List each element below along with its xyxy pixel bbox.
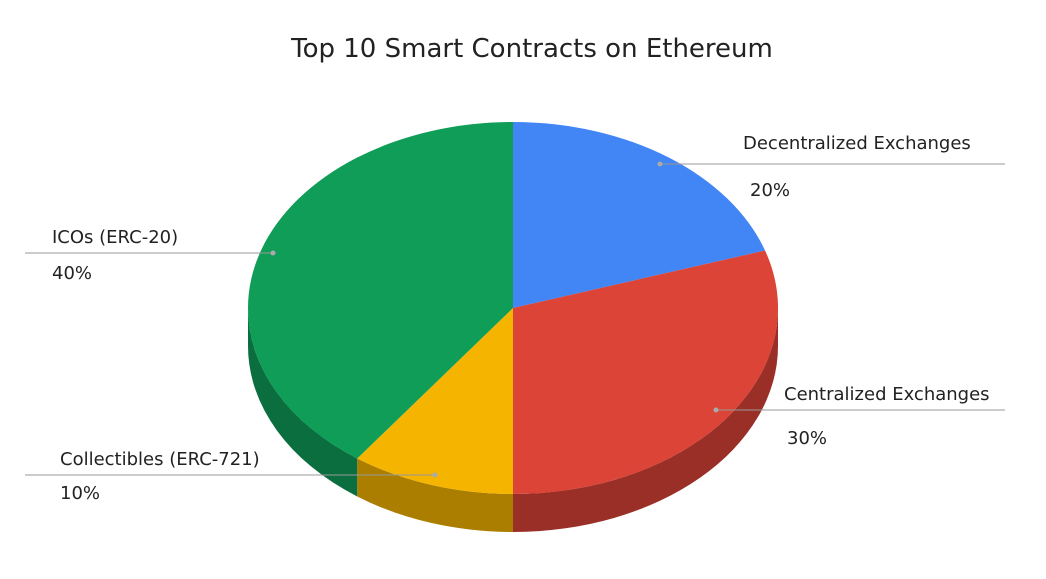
slice-label: Collectibles (ERC-721) [60,449,260,470]
leader-dot [713,407,719,413]
chart-title: Top 10 Smart Contracts on Ethereum [290,34,773,64]
pie-slice[interactable] [248,121,513,459]
pie-slice[interactable] [513,250,778,494]
leader-dot [657,161,663,167]
slice-percent: 10% [60,483,100,504]
pie-slice[interactable] [513,122,766,308]
slice-side-3 [247,308,358,497]
slice-label: ICOs (ERC-20) [52,227,178,248]
slice-percent: 20% [750,180,790,201]
leader-dot [432,472,438,478]
slice-label: Decentralized Exchanges [743,133,971,154]
leader-dot [270,250,276,256]
slice-percent: 30% [787,428,827,449]
slice-label: Centralized Exchanges [784,384,990,405]
slice-side-1 [513,308,778,532]
slice-side-2 [357,458,513,532]
slice-percent: 40% [52,263,92,284]
pie-slice[interactable] [357,308,513,494]
